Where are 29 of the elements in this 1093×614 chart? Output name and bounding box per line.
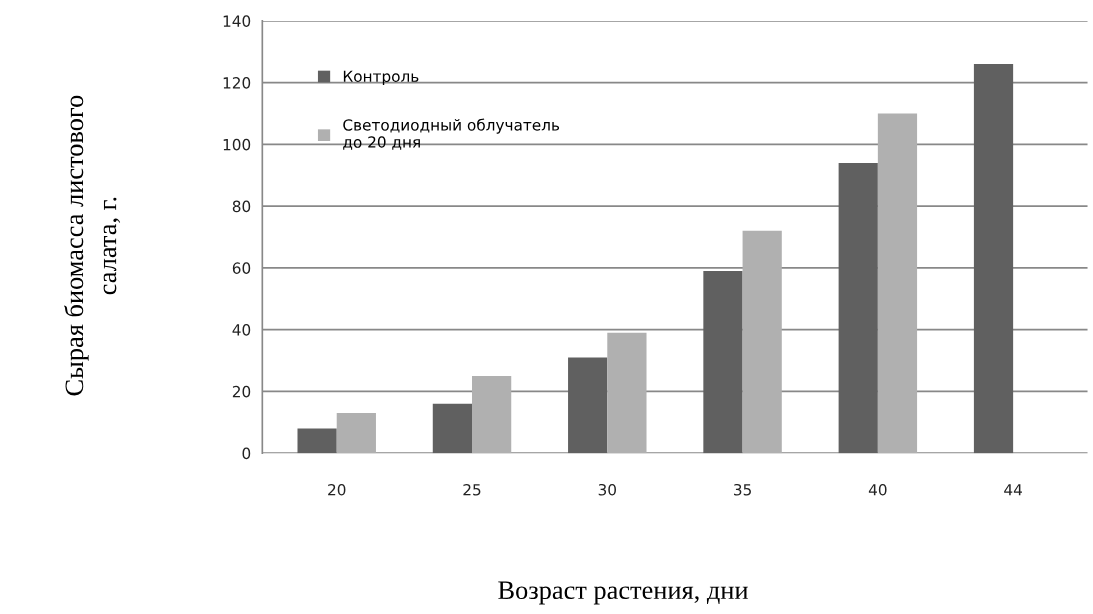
y-tick-label: 0 <box>242 447 251 460</box>
y-tick-label: 120 <box>223 77 251 89</box>
x-axis-title: Возраст растения, дни <box>498 581 748 605</box>
bar <box>838 162 878 454</box>
bar <box>568 357 608 454</box>
bar <box>472 375 512 454</box>
x-tick-label: 40 <box>868 483 887 496</box>
legend-label: Контроль <box>343 70 419 85</box>
bar <box>297 428 337 454</box>
x-tick-label: 44 <box>1004 484 1022 496</box>
y-tick-label: 140 <box>223 15 251 27</box>
y-tick-label: 100 <box>223 138 251 151</box>
bar <box>877 113 918 454</box>
y-tick-label: 60 <box>232 262 251 274</box>
y-tick-label: 40 <box>232 324 251 336</box>
bar <box>336 412 376 454</box>
x-tick-label: 35 <box>734 483 751 496</box>
bar <box>973 64 1014 454</box>
y-tick-label: 80 <box>232 200 251 213</box>
legend-label: Светодиодный облучатель до 20 дня <box>343 118 560 150</box>
bar <box>607 332 647 454</box>
x-tick-label: 20 <box>328 483 346 496</box>
bar <box>432 403 473 454</box>
bar <box>742 230 782 454</box>
y-axis-title: Сырая биомасса листового салата, г. <box>64 95 121 396</box>
x-tick-label: 30 <box>598 483 616 496</box>
bar <box>703 270 743 454</box>
x-tick-label: 25 <box>463 483 481 496</box>
y-tick-label: 20 <box>232 385 251 398</box>
